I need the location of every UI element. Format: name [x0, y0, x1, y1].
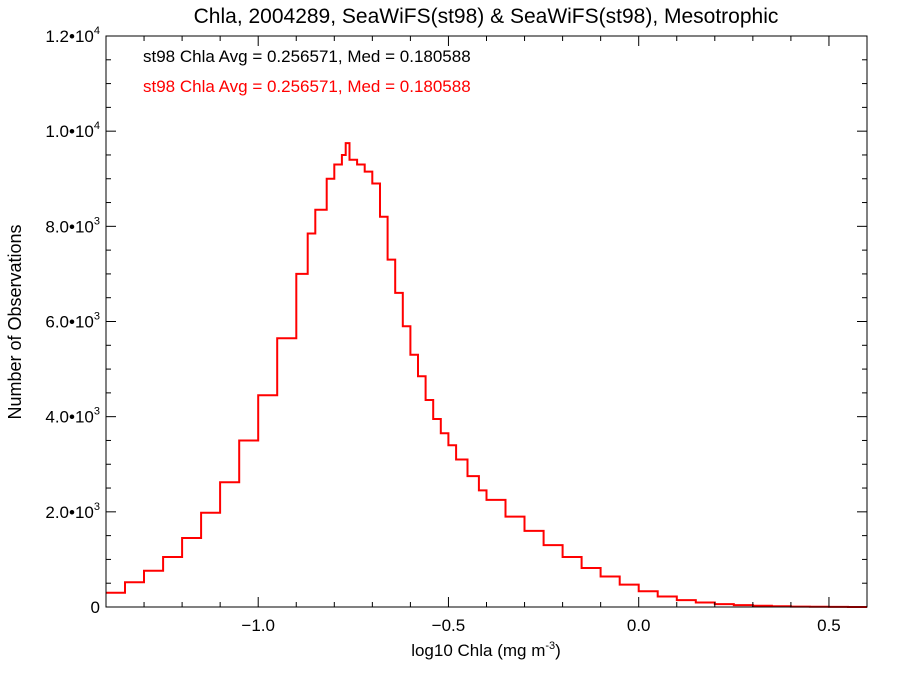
y-tick-label: 0: [91, 598, 100, 617]
x-tick-label: 0.5: [817, 616, 841, 635]
y-tick-label: 8.0•103: [45, 215, 100, 236]
y-axis-label: Number of Observations: [5, 224, 25, 419]
x-axis-label-close: ): [555, 641, 561, 660]
plot-frame: [105, 35, 868, 608]
x-tick-label: −1.0: [241, 616, 275, 635]
y-tick-label: 1.2•104: [45, 25, 100, 46]
x-tick-label: −0.5: [432, 616, 466, 635]
chart-title: Chla, 2004289, SeaWiFS(st98) & SeaWiFS(s…: [194, 5, 779, 28]
annotation-1: st98 Chla Avg = 0.256571, Med = 0.180588: [143, 47, 471, 66]
x-axis-label-superscript: -3: [545, 640, 555, 652]
x-tick-label: 0.0: [627, 616, 651, 635]
x-axis-label: log10 Chla (mg m-3): [411, 640, 561, 660]
series-line-0: [106, 142, 867, 608]
y-tick-label: 6.0•103: [45, 311, 100, 332]
y-tick-label: 1.0•104: [45, 120, 100, 141]
y-tick-label: 2.0•103: [45, 501, 100, 522]
x-axis-label-main: log10 Chla (mg m: [411, 641, 545, 660]
y-tick-label: 4.0•103: [45, 406, 100, 427]
annotation-2: st98 Chla Avg = 0.256571, Med = 0.180588: [143, 77, 471, 96]
